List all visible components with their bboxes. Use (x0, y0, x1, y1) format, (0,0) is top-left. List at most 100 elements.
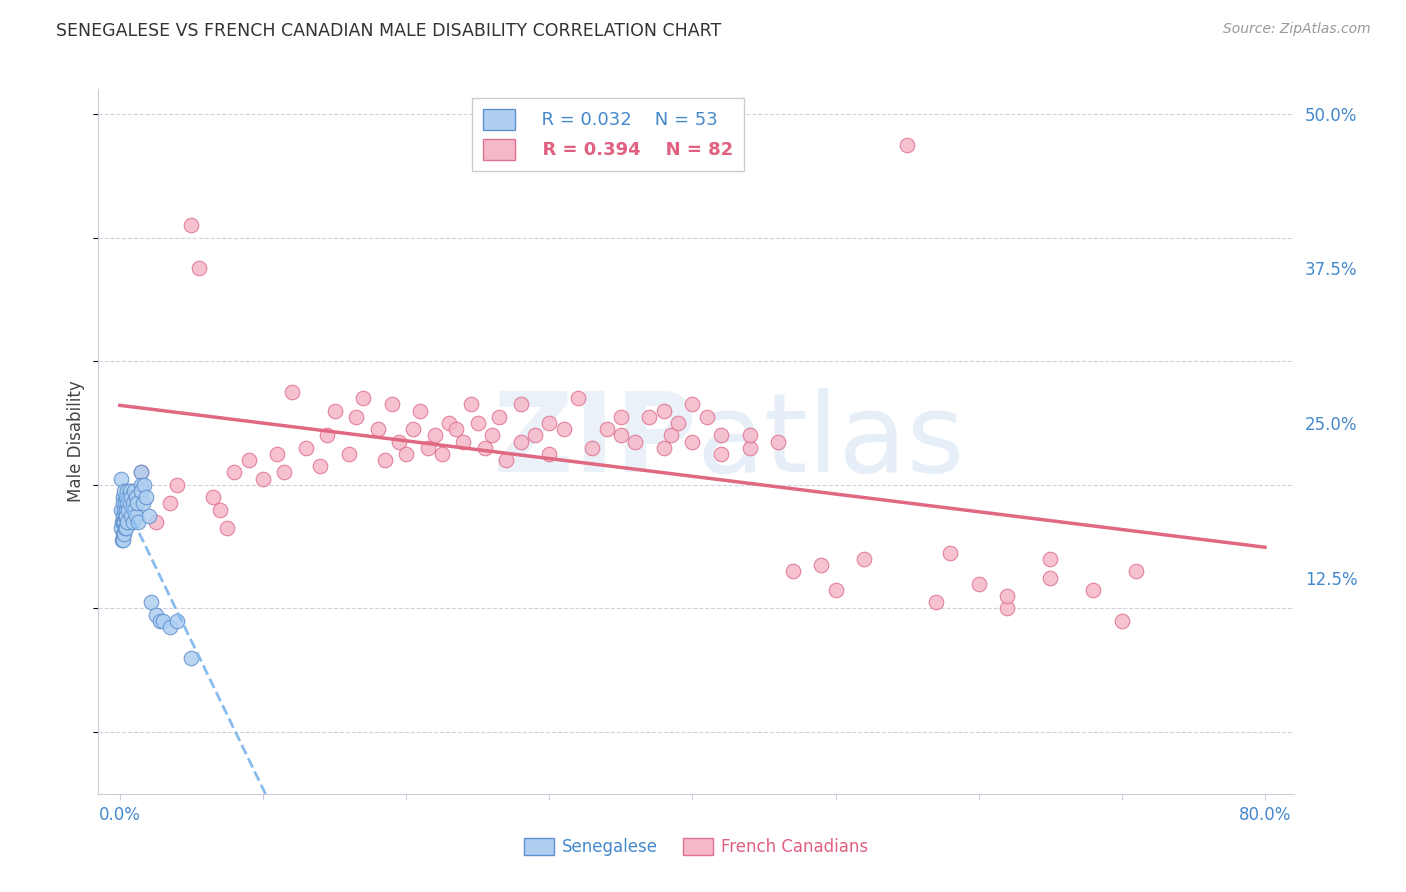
Point (538, 416, 561, 430)
Point (159, 496, 181, 510)
Point (659, 428, 682, 442)
Point (166, 614, 188, 628)
Point (1081, 582, 1104, 597)
Point (115, 515, 138, 529)
Point (141, 595, 163, 609)
Point (344, 409, 367, 424)
Point (112, 496, 135, 510)
Point (115, 496, 138, 510)
Point (581, 441, 603, 455)
Point (125, 496, 148, 510)
Point (553, 422, 575, 436)
Point (115, 483, 138, 498)
Point (652, 403, 675, 417)
Point (117, 502, 139, 516)
Point (252, 472, 274, 486)
Legend: Senegalese, French Canadians: Senegalese, French Canadians (517, 831, 875, 863)
Point (681, 397, 703, 411)
Point (538, 447, 561, 461)
Point (122, 502, 145, 516)
Point (460, 397, 482, 411)
Point (209, 502, 232, 516)
Point (280, 385, 302, 400)
Point (374, 453, 396, 467)
Point (135, 490, 157, 504)
Point (159, 620, 181, 634)
Point (1125, 565, 1147, 579)
Point (145, 515, 167, 529)
Point (122, 483, 145, 498)
Point (114, 521, 136, 535)
Point (853, 552, 876, 566)
Point (238, 453, 260, 467)
Point (768, 434, 790, 449)
Point (666, 416, 689, 430)
Point (595, 422, 617, 436)
Point (652, 441, 675, 455)
Point (131, 466, 153, 480)
Point (273, 466, 295, 480)
Point (114, 521, 136, 535)
Y-axis label: Male Disability: Male Disability (67, 381, 86, 502)
Point (180, 218, 202, 232)
Point (110, 472, 132, 486)
Point (112, 533, 135, 548)
Point (114, 502, 136, 516)
Point (145, 607, 167, 622)
Point (395, 447, 418, 461)
Point (112, 515, 135, 529)
Point (124, 490, 146, 504)
Point (681, 434, 703, 449)
Point (152, 614, 174, 628)
Point (112, 527, 135, 541)
Point (111, 533, 134, 548)
Point (1039, 570, 1062, 584)
Point (112, 483, 135, 498)
Point (624, 434, 647, 449)
Point (488, 409, 510, 424)
Point (112, 515, 135, 529)
Point (995, 601, 1018, 615)
Point (111, 527, 134, 541)
Point (124, 508, 146, 523)
Point (738, 428, 761, 442)
Point (187, 261, 209, 276)
Point (201, 490, 224, 504)
Text: atlas: atlas (696, 388, 965, 495)
Text: Source: ZipAtlas.com: Source: ZipAtlas.com (1223, 22, 1371, 37)
Point (114, 496, 136, 510)
Point (337, 447, 360, 461)
Point (1039, 552, 1062, 566)
Point (120, 490, 142, 504)
Point (388, 434, 411, 449)
Point (121, 515, 143, 529)
Point (481, 428, 503, 442)
Point (110, 502, 132, 516)
Point (111, 508, 134, 523)
Point (166, 478, 188, 492)
Point (114, 508, 136, 523)
Point (316, 428, 339, 442)
Point (132, 496, 155, 510)
Point (110, 521, 132, 535)
Point (896, 137, 918, 152)
Point (121, 496, 143, 510)
Point (352, 391, 374, 405)
Point (149, 614, 172, 628)
Point (444, 422, 467, 436)
Point (925, 595, 948, 609)
Point (416, 441, 439, 455)
Point (323, 403, 346, 417)
Point (453, 434, 475, 449)
Point (367, 422, 389, 436)
Point (423, 428, 446, 442)
Text: ZIP: ZIP (492, 388, 696, 495)
Point (409, 403, 432, 417)
Point (738, 441, 761, 455)
Point (782, 565, 804, 579)
Point (217, 521, 239, 535)
Point (131, 483, 153, 498)
Point (117, 490, 139, 504)
Point (1111, 614, 1133, 628)
Point (309, 459, 332, 474)
